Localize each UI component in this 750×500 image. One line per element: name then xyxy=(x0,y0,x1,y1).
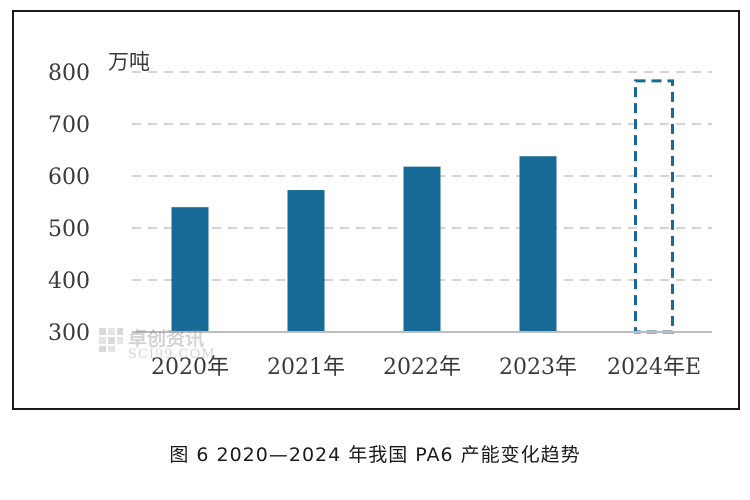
x-category-label: 2022年 xyxy=(383,355,461,380)
x-category-label: 2021年 xyxy=(267,355,345,380)
watermark-site: SCI99.COM xyxy=(128,347,216,362)
x-category-label: 2023年 xyxy=(499,355,577,380)
bar xyxy=(403,166,441,332)
y-tick-label: 800 xyxy=(48,61,90,86)
watermark-brand: 卓创资讯 xyxy=(128,328,205,350)
bars xyxy=(171,79,674,334)
bar xyxy=(519,156,557,332)
x-category-label: 2020年 xyxy=(151,355,229,380)
bar-estimated xyxy=(634,79,674,334)
brand-logo-icon xyxy=(99,328,123,352)
bar xyxy=(287,190,325,332)
chart-frame: 300 400 500 600 700 800 万吨 2020年 2021年 2022年 202… xyxy=(12,10,740,410)
watermark: 卓创资讯 SCI99.COM xyxy=(98,324,248,370)
y-axis-unit: 万吨 xyxy=(108,50,150,74)
y-tick-label: 700 xyxy=(48,113,90,138)
y-tick-label: 600 xyxy=(48,165,90,190)
y-axis-ticks: 300 400 500 600 700 800 xyxy=(48,61,90,346)
x-category-label: 2024年E xyxy=(607,355,701,380)
y-tick-label: 500 xyxy=(48,217,90,242)
y-tick-label: 300 xyxy=(48,321,90,346)
y-tick-label: 400 xyxy=(48,269,90,294)
x-axis-categories: 2020年 2021年 2022年 2023年 2024年E xyxy=(151,355,701,380)
figure-caption: 图 6 2020—2024 年我国 PA6 产能变化趋势 xyxy=(169,444,581,466)
bar xyxy=(171,207,209,332)
